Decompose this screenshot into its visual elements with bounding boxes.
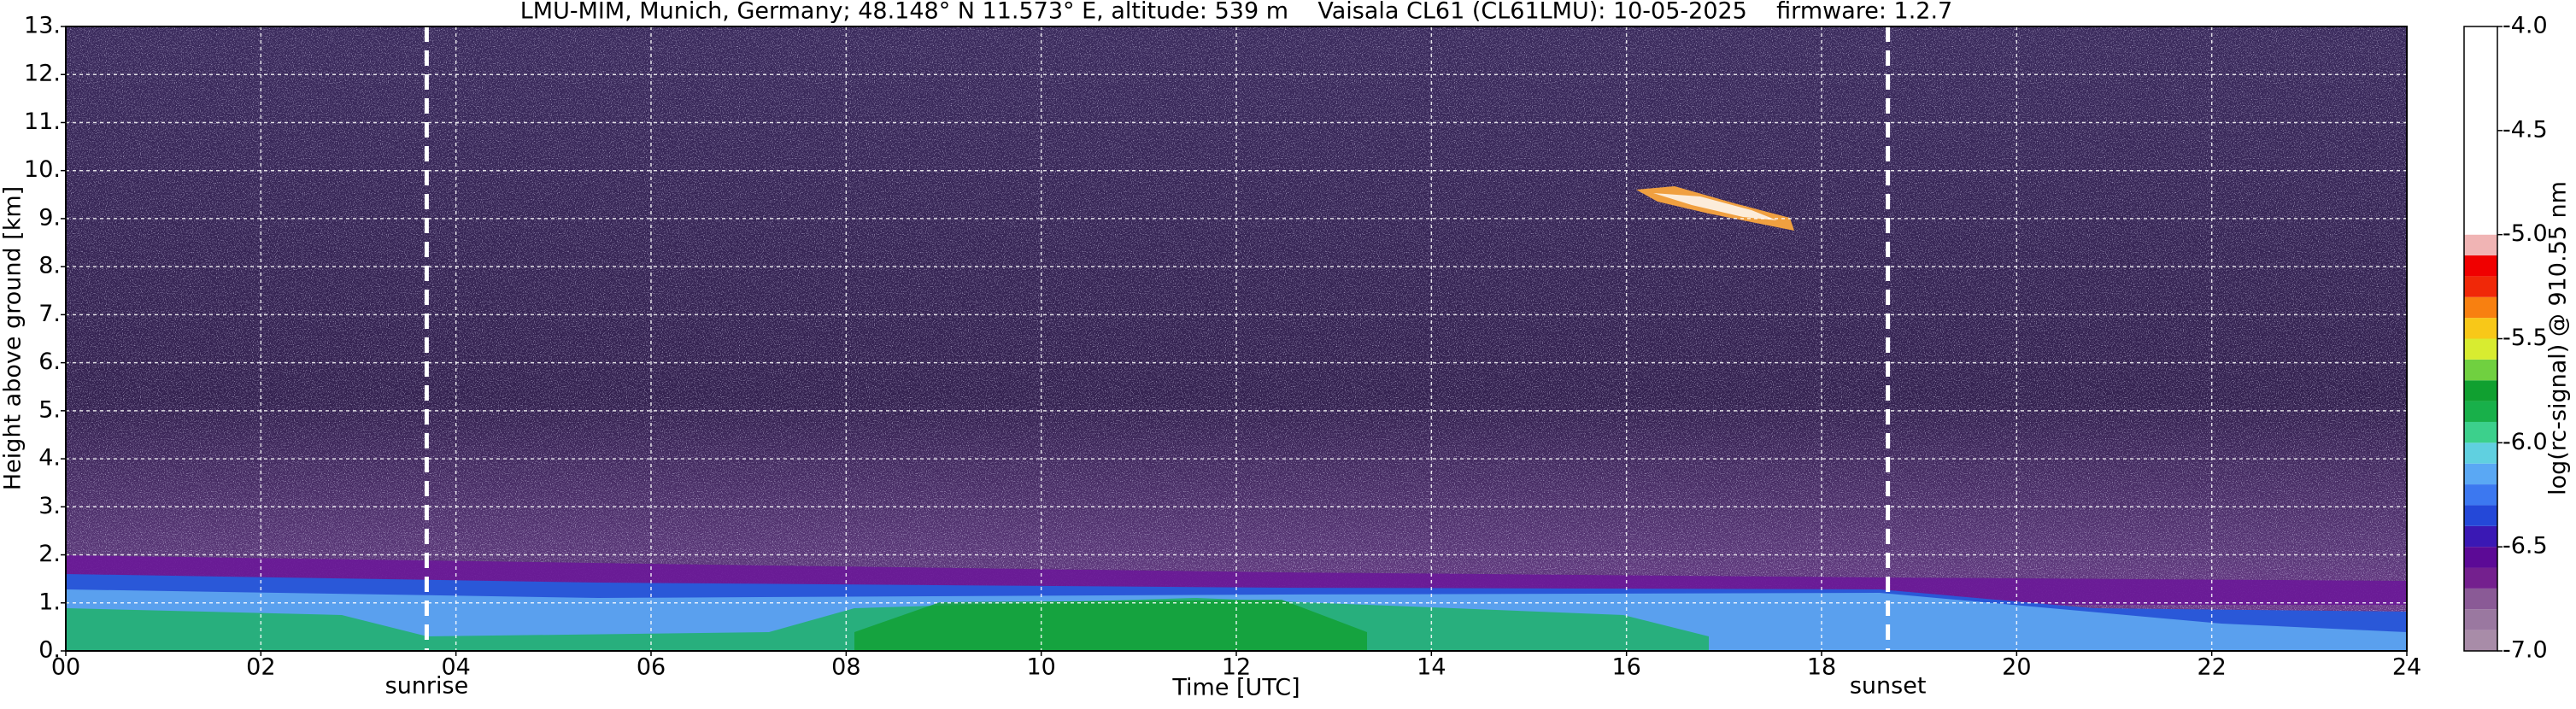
y-tick-label: 6.	[38, 349, 61, 375]
colorbar-tick-label: -5.0	[2503, 220, 2548, 247]
cirrus-core	[1653, 193, 1777, 220]
y-tick-label: 9.	[38, 204, 61, 231]
y-tick-label: 5.	[38, 396, 61, 423]
colorbar-segment	[2464, 255, 2497, 277]
colorbar-segment	[2464, 26, 2497, 235]
y-tick-label: 13.	[24, 13, 61, 39]
colorbar-segment	[2464, 588, 2497, 610]
colorbar-segment	[2464, 276, 2497, 297]
colorbar-segment	[2464, 630, 2497, 651]
x-tick-label: 14	[1417, 654, 1446, 681]
y-tick-label: 1.	[38, 589, 61, 615]
colorbar-segment	[2464, 484, 2497, 506]
x-tick-label: 12	[1222, 654, 1251, 681]
colorbar-segment	[2464, 318, 2497, 339]
y-tick-label: 2.	[38, 541, 61, 567]
x-tick-label: 00	[51, 654, 80, 681]
x-tick-label: 02	[246, 654, 275, 681]
x-tick-label: 24	[2392, 654, 2421, 681]
x-tick-label: 08	[831, 654, 860, 681]
x-tick-label: 18	[1807, 654, 1836, 681]
colorbar-segment	[2464, 525, 2497, 548]
y-tick-label: 11.	[24, 108, 61, 135]
colorbar-tick-label: -4.5	[2503, 116, 2548, 143]
colorbar-tick-label: -4.0	[2503, 13, 2548, 39]
colorbar-segment	[2464, 234, 2497, 256]
colorbar-segment	[2464, 401, 2497, 422]
y-tick-label: 12.	[24, 61, 61, 87]
y-tick-label: 10.	[24, 156, 61, 183]
colorbar-segment	[2464, 359, 2497, 381]
y-tick-label: 0.	[38, 637, 61, 664]
x-tick-label: 22	[2197, 654, 2226, 681]
y-tick-label: 8.	[38, 253, 61, 279]
colorbar-segment	[2464, 567, 2497, 589]
y-tick-label: 3.	[38, 493, 61, 519]
colorbar-segment	[2464, 296, 2497, 319]
x-tick-label: 20	[2002, 654, 2031, 681]
colorbar-segment	[2464, 442, 2497, 464]
colorbar-label: log(rc-signal) @ 910.55 nm	[2545, 181, 2572, 495]
y-tick-label: 4.	[38, 445, 61, 472]
y-axis-label: Height above ground [km]	[0, 186, 26, 490]
annotation-label: sunset	[1850, 673, 1927, 700]
x-tick-label: 10	[1026, 654, 1055, 681]
colorbar-segment	[2464, 609, 2497, 630]
colorbar-segment	[2464, 505, 2497, 526]
annotation-label: sunrise	[385, 673, 469, 700]
colorbar-segment	[2464, 421, 2497, 443]
x-axis-label: Time [UTC]	[1171, 675, 1300, 701]
colorbar-segment	[2464, 338, 2497, 360]
colorbar-tick-label: -5.5	[2503, 325, 2548, 351]
layer-darkgreen	[854, 600, 1367, 651]
noise-texture	[66, 26, 2407, 651]
colorbar-tick-label: -6.5	[2503, 533, 2548, 560]
x-tick-label: 04	[441, 654, 470, 681]
colorbar-segment	[2464, 463, 2497, 485]
x-tick-label: 06	[637, 654, 666, 681]
colorbar-segment	[2464, 547, 2497, 568]
colorbar-segment	[2464, 380, 2497, 401]
colorbar-tick-label: -7.0	[2503, 637, 2548, 664]
colorbar-tick-label: -6.0	[2503, 429, 2548, 455]
y-tick-label: 7.	[38, 301, 61, 327]
heatmap-field	[66, 26, 2407, 651]
chart-title: LMU-MIM, Munich, Germany; 48.148° N 11.5…	[520, 0, 1953, 25]
x-tick-label: 16	[1611, 654, 1640, 681]
